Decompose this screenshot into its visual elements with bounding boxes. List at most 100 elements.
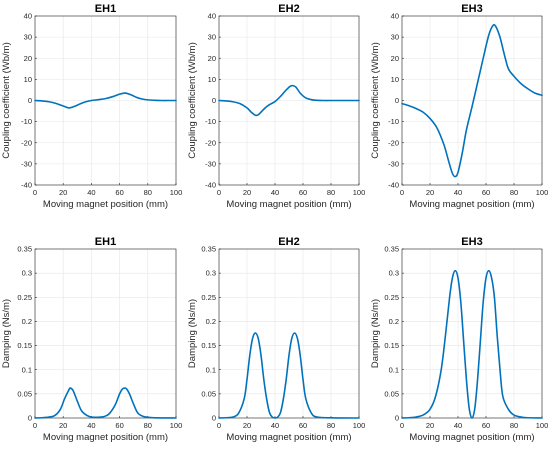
y-tick-label: 30 (24, 33, 32, 42)
x-tick-label: 40 (87, 421, 95, 430)
y-tick-label: 0 (212, 414, 216, 423)
x-tick-label: 60 (115, 188, 123, 197)
y-tick-label: 0.3 (206, 269, 216, 278)
y-tick-label: 0.35 (201, 245, 216, 254)
y-tick-label: 10 (391, 75, 399, 84)
y-tick-label: 0.05 (201, 389, 216, 398)
x-tick-label: 60 (299, 421, 307, 430)
chart-panel-6: 0 20 40 60 80 100 0 0.05 0.1 0.15 0.2 0.25 0.3 0.35 EH… (370, 236, 548, 443)
chart-title: EH1 (95, 3, 116, 15)
plot-area (219, 249, 359, 418)
y-tick-label: 0.15 (201, 341, 216, 350)
y-tick-label: -40 (388, 181, 399, 190)
y-tick-label: 0.2 (206, 317, 216, 326)
chart-title: EH3 (461, 236, 482, 248)
x-axis-label: Moving magnet position (mm) (43, 432, 168, 443)
y-axis-label: Coupling coefficient (Wb/m) (1, 42, 12, 159)
chart-title: EH2 (278, 3, 299, 15)
y-tick-label: -10 (388, 117, 399, 126)
x-tick-label: 0 (217, 188, 221, 197)
x-tick-label: 0 (400, 188, 404, 197)
y-tick-label: 30 (208, 33, 216, 42)
chart-panel-4: 0 20 40 60 80 100 0 0.05 0.1 0.15 0.2 0.25 0.3 0.35 EH… (1, 236, 182, 443)
y-tick-label: -20 (21, 138, 32, 147)
y-tick-label: 0.15 (384, 341, 399, 350)
y-tick-label: 0.1 (206, 365, 216, 374)
axes-box (34, 248, 177, 419)
x-tick-label: 60 (115, 421, 123, 430)
x-tick-label: 100 (353, 421, 366, 430)
x-axis-label: Moving magnet position (mm) (409, 199, 534, 210)
x-tick-label: 20 (59, 188, 67, 197)
y-tick-label: 30 (391, 33, 399, 42)
y-tick-label: 0.25 (384, 293, 399, 302)
y-tick-label: 20 (208, 54, 216, 63)
x-axis-label: Moving magnet position (mm) (43, 199, 168, 210)
y-tick-label: 0 (395, 414, 399, 423)
y-axis-label: Coupling coefficient (Wb/m) (370, 42, 381, 159)
y-tick-label: -30 (21, 159, 32, 168)
series-line (401, 269, 543, 419)
x-axis-label: Moving magnet position (mm) (226, 432, 351, 443)
x-tick-label: 40 (454, 188, 462, 197)
series-line (218, 84, 360, 117)
y-tick-label: 0.15 (17, 341, 32, 350)
x-tick-label: 100 (353, 188, 366, 197)
y-axis-label: Coupling coefficient (Wb/m) (187, 42, 198, 159)
y-tick-label: 0 (28, 414, 32, 423)
y-tick-label: 0.2 (389, 317, 399, 326)
x-tick-label: 100 (170, 188, 183, 197)
x-tick-label: 100 (536, 188, 549, 197)
y-axis-label: Damping (Ns/m) (1, 299, 12, 368)
chart-title: EH3 (461, 3, 482, 15)
x-tick-label: 0 (400, 421, 404, 430)
x-tick-label: 0 (217, 421, 221, 430)
x-tick-label: 20 (243, 188, 251, 197)
x-tick-label: 40 (454, 421, 462, 430)
y-tick-label: 0.35 (17, 245, 32, 254)
y-axis-label: Damping (Ns/m) (187, 299, 198, 368)
chart-panel-5: 0 20 40 60 80 100 0 0.05 0.1 0.15 0.2 0.25 0.3 0.35 EH… (187, 236, 365, 443)
y-tick-label: 0.3 (389, 269, 399, 278)
x-tick-label: 20 (426, 188, 434, 197)
x-tick-label: 40 (271, 421, 279, 430)
x-tick-label: 40 (87, 188, 95, 197)
y-tick-label: -40 (21, 181, 32, 190)
x-tick-label: 0 (33, 421, 37, 430)
y-tick-label: -30 (388, 159, 399, 168)
chart-panel-1: 0 20 40 60 80 100 -40 -30 -20 -10 0 10 20 30 40 EH1 Movi… (1, 3, 182, 210)
y-tick-label: 40 (208, 12, 216, 21)
x-tick-label: 20 (426, 421, 434, 430)
x-tick-label: 100 (170, 421, 183, 430)
series-line (218, 332, 360, 419)
x-tick-label: 20 (243, 421, 251, 430)
y-tick-label: 0.1 (22, 365, 32, 374)
x-tick-label: 80 (144, 421, 152, 430)
chart-title: EH1 (95, 236, 116, 248)
x-tick-label: 60 (299, 188, 307, 197)
x-tick-label: 100 (536, 421, 549, 430)
y-tick-label: 10 (208, 75, 216, 84)
y-tick-label: -10 (21, 117, 32, 126)
x-tick-label: 80 (327, 188, 335, 197)
y-tick-label: 0.05 (17, 389, 32, 398)
x-tick-label: 60 (482, 188, 490, 197)
series-line (401, 23, 543, 178)
y-axis-label: Damping (Ns/m) (370, 299, 381, 368)
y-tick-label: -30 (205, 159, 216, 168)
y-tick-label: 20 (24, 54, 32, 63)
x-axis-label: Moving magnet position (mm) (409, 432, 534, 443)
y-tick-label: -10 (205, 117, 216, 126)
series-line (34, 387, 177, 419)
y-tick-label: 0.25 (17, 293, 32, 302)
y-tick-label: 0 (395, 96, 399, 105)
axes-box (218, 248, 360, 419)
y-tick-label: -20 (388, 138, 399, 147)
chart-panel-3: 0 20 40 60 80 100 -40 -30 -20 -10 0 10 20 30 40 EH3 Movi… (370, 3, 548, 210)
y-tick-label: 0.2 (22, 317, 32, 326)
x-tick-label: 20 (59, 421, 67, 430)
plot-area (402, 249, 542, 418)
x-tick-label: 80 (510, 421, 518, 430)
y-tick-label: 20 (391, 54, 399, 63)
